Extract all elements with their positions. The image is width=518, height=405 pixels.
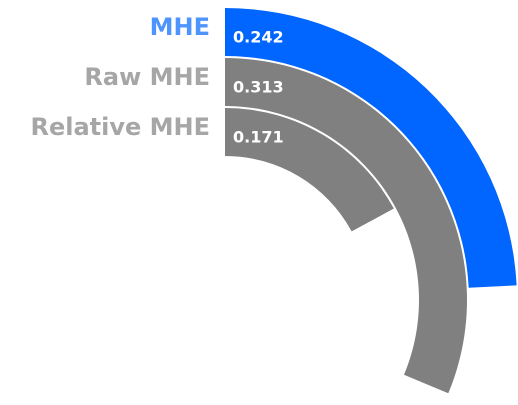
radial-bar xyxy=(225,58,467,394)
radial-bar xyxy=(225,8,517,288)
radial-bar xyxy=(225,108,394,232)
category-label: Raw MHE xyxy=(84,63,210,91)
category-label: MHE xyxy=(150,13,210,41)
category-label: Relative MHE xyxy=(30,113,210,141)
value-label: 0.242 xyxy=(233,28,284,47)
value-label: 0.313 xyxy=(233,78,284,97)
value-label: 0.171 xyxy=(233,128,284,147)
